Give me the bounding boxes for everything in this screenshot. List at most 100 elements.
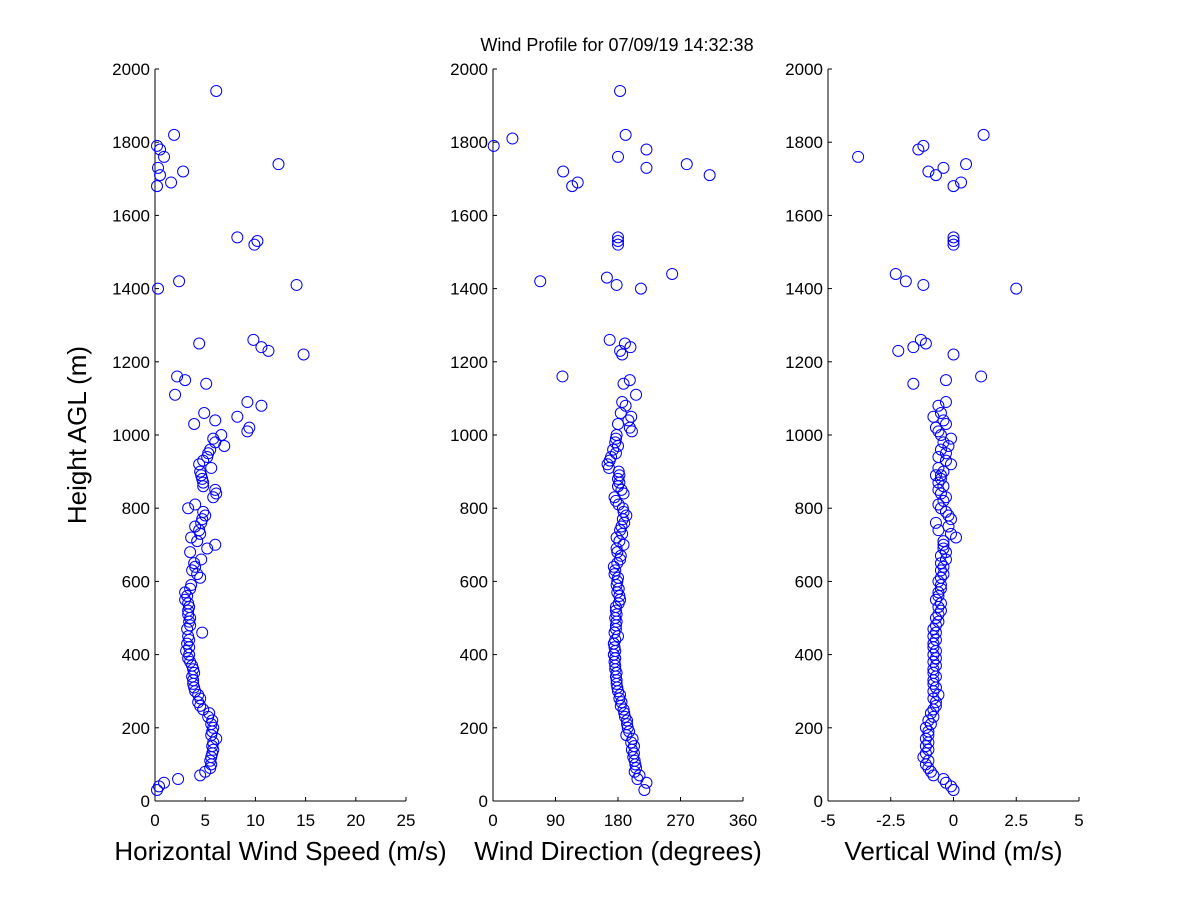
data-point	[937, 542, 950, 555]
x-tick-label: 0	[488, 811, 497, 830]
data-point	[193, 337, 206, 350]
data-point	[247, 333, 260, 346]
data-point	[487, 139, 500, 152]
data-point	[616, 502, 629, 515]
data-point	[262, 344, 275, 357]
data-point	[198, 407, 211, 420]
data-point	[619, 399, 632, 412]
data-point	[924, 707, 937, 720]
data-point	[618, 707, 631, 720]
y-tick-label: 400	[122, 646, 150, 665]
figure-title: Wind Profile for 07/09/19 14:32:38	[480, 35, 753, 55]
data-point	[151, 139, 164, 152]
data-point	[184, 546, 197, 559]
data-point	[955, 176, 968, 189]
data-point	[937, 560, 950, 573]
data-point	[939, 454, 952, 467]
data-point	[919, 747, 932, 760]
data-point	[922, 762, 935, 775]
y-tick-label: 1600	[112, 206, 150, 225]
data-point	[666, 267, 679, 280]
y-tick-label: 800	[795, 499, 823, 518]
data-point	[932, 399, 945, 412]
data-point	[605, 450, 618, 463]
data-point	[615, 520, 628, 533]
data-point	[194, 571, 207, 584]
data-point	[165, 176, 178, 189]
data-point	[1010, 282, 1023, 295]
data-point	[191, 535, 204, 548]
data-point	[196, 472, 209, 485]
data-point	[944, 513, 957, 526]
data-point	[600, 271, 613, 284]
data-point	[255, 341, 268, 354]
data-point	[609, 604, 622, 617]
data-point	[927, 410, 940, 423]
data-point	[929, 670, 942, 683]
data-point	[204, 443, 217, 456]
data-point	[623, 421, 636, 434]
data-point	[243, 421, 256, 434]
data-point	[917, 278, 930, 291]
data-point	[556, 370, 569, 383]
data-point	[932, 476, 945, 489]
data-point	[193, 458, 206, 471]
data-point	[210, 487, 223, 500]
data-point	[189, 685, 202, 698]
data-point	[937, 494, 950, 507]
data-point	[204, 754, 217, 767]
data-point	[947, 231, 960, 244]
x-tick-label: 25	[397, 811, 416, 830]
data-point	[182, 597, 195, 610]
x-axis-title: Vertical Wind (m/s)	[844, 836, 1062, 866]
x-tick-label: 0	[949, 811, 958, 830]
data-point	[947, 235, 960, 248]
data-point	[185, 579, 198, 592]
x-axis-title: Horizontal Wind Speed (m/s)	[114, 836, 446, 866]
data-point	[932, 425, 945, 438]
data-point	[607, 443, 620, 456]
data-point	[929, 169, 942, 182]
y-tick-label: 800	[122, 499, 150, 518]
data-point	[634, 282, 647, 295]
data-point	[932, 601, 945, 614]
data-point	[201, 542, 214, 555]
y-tick-label: 800	[460, 499, 488, 518]
data-point	[248, 238, 261, 251]
data-point	[947, 348, 960, 361]
y-tick-label: 1000	[785, 426, 823, 445]
data-point	[927, 769, 940, 782]
data-point	[929, 644, 942, 657]
data-point	[929, 626, 942, 639]
data-point	[290, 278, 303, 291]
y-tick-label: 600	[122, 572, 150, 591]
data-point	[934, 564, 947, 577]
data-point	[152, 161, 165, 174]
data-point	[932, 575, 945, 588]
data-point	[922, 743, 935, 756]
data-point	[929, 469, 942, 482]
data-point	[205, 461, 218, 474]
data-point	[919, 758, 932, 771]
data-point	[932, 450, 945, 463]
data-point	[179, 374, 192, 387]
data-point	[207, 736, 220, 749]
data-point	[919, 732, 932, 745]
data-point	[625, 410, 638, 423]
data-point	[934, 487, 947, 500]
data-point	[932, 590, 945, 603]
data-point	[618, 337, 631, 350]
y-tick-label: 600	[795, 572, 823, 591]
data-point	[703, 169, 716, 182]
data-point	[207, 432, 220, 445]
y-tick-label: 1200	[450, 353, 488, 372]
data-point	[557, 165, 570, 178]
y-tick-label: 0	[479, 792, 488, 811]
speed-plot: 0 200 400 600 800 1000 1200 1400 1600 1800 2000 0 5 1…	[62, 60, 447, 866]
data-point	[934, 604, 947, 617]
data-point	[852, 150, 865, 163]
y-tick-label: 200	[795, 719, 823, 738]
data-point	[615, 483, 628, 496]
data-point	[609, 432, 622, 445]
data-point	[914, 333, 927, 346]
